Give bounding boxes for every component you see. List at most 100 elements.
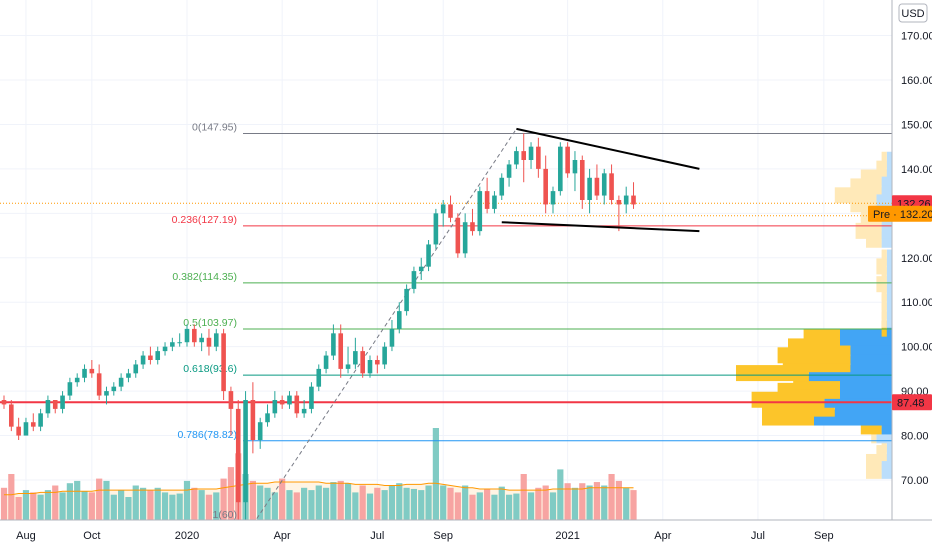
volume-bar[interactable]	[220, 478, 227, 520]
volume-bar[interactable]	[139, 487, 147, 520]
volume-bar[interactable]	[227, 467, 235, 520]
volume-bar[interactable]	[264, 487, 271, 520]
candle-body[interactable]	[367, 360, 373, 374]
volume-bar[interactable]	[257, 485, 264, 521]
volume-bar[interactable]	[476, 492, 483, 520]
volume-bar[interactable]	[22, 490, 30, 520]
volume-bar[interactable]	[37, 494, 44, 520]
volume-bar[interactable]	[630, 490, 637, 520]
candle-body[interactable]	[38, 413, 43, 427]
candle-body[interactable]	[316, 368, 322, 387]
candle-body[interactable]	[52, 400, 58, 409]
candle-body[interactable]	[470, 222, 475, 232]
candle-body[interactable]	[426, 244, 431, 267]
candle-body[interactable]	[294, 395, 300, 414]
candle-body[interactable]	[499, 177, 505, 196]
volume-bar[interactable]	[374, 487, 381, 520]
candle-body[interactable]	[287, 395, 292, 405]
volume-bar[interactable]	[337, 480, 344, 520]
volume-bar[interactable]	[74, 480, 81, 520]
candle-body[interactable]	[265, 413, 270, 423]
volume-bar[interactable]	[388, 485, 396, 521]
candle-body[interactable]	[67, 382, 73, 396]
candle-body[interactable]	[455, 217, 461, 254]
flag-trendline[interactable]	[501, 221, 700, 233]
volume-bar[interactable]	[125, 497, 132, 520]
candle-body[interactable]	[375, 360, 380, 365]
volume-bar[interactable]	[81, 491, 88, 520]
candle-body[interactable]	[23, 422, 29, 436]
candle-body[interactable]	[199, 337, 204, 343]
candle-body[interactable]	[170, 342, 175, 347]
candle-body[interactable]	[140, 355, 146, 365]
candle-body[interactable]	[396, 311, 402, 329]
candle-body[interactable]	[601, 173, 607, 196]
volume-bar[interactable]	[615, 480, 622, 520]
candle-body[interactable]	[477, 191, 483, 232]
candle-body[interactable]	[148, 355, 153, 360]
volume-bar[interactable]	[447, 487, 454, 520]
volume-bar[interactable]	[542, 485, 549, 521]
volume-bar[interactable]	[535, 487, 542, 520]
volume-bar[interactable]	[440, 485, 447, 521]
candle-body[interactable]	[433, 213, 439, 245]
candle-body[interactable]	[133, 364, 139, 374]
candle-body[interactable]	[206, 337, 212, 347]
volume-bar[interactable]	[322, 487, 330, 520]
candle-body[interactable]	[1, 400, 7, 405]
volume-bar[interactable]	[271, 492, 278, 520]
candle-body[interactable]	[528, 146, 534, 160]
candle-body[interactable]	[631, 195, 636, 205]
candle-body[interactable]	[587, 177, 592, 200]
volume-bar[interactable]	[586, 485, 593, 521]
candle-body[interactable]	[192, 328, 197, 343]
candle-body[interactable]	[353, 351, 358, 365]
volume-bar[interactable]	[30, 492, 37, 520]
volume-bar[interactable]	[359, 485, 366, 521]
volume-bar[interactable]	[484, 488, 491, 520]
candle-body[interactable]	[45, 400, 51, 414]
volume-bar[interactable]	[183, 480, 191, 520]
volume-bar[interactable]	[527, 492, 535, 520]
volume-bar[interactable]	[564, 483, 571, 520]
candle-body[interactable]	[484, 191, 490, 209]
volume-bar[interactable]	[198, 490, 205, 520]
volume-bar[interactable]	[293, 492, 300, 520]
candle-body[interactable]	[184, 328, 190, 343]
candle-body[interactable]	[389, 328, 395, 347]
candle-body[interactable]	[609, 173, 614, 200]
volume-bar[interactable]	[579, 483, 586, 520]
candle-body[interactable]	[411, 271, 417, 289]
volume-bar[interactable]	[491, 494, 498, 520]
candle-body[interactable]	[118, 377, 124, 387]
candle-body[interactable]	[301, 408, 307, 414]
volume-bar[interactable]	[352, 492, 359, 520]
candle-body[interactable]	[126, 373, 131, 378]
volume-bar[interactable]	[66, 483, 73, 520]
volume-bar[interactable]	[8, 474, 15, 520]
candle-body[interactable]	[309, 386, 314, 409]
candle-body[interactable]	[16, 426, 21, 436]
volume-bar[interactable]	[454, 492, 461, 520]
candle-body[interactable]	[272, 400, 278, 414]
candle-body[interactable]	[616, 200, 622, 205]
volume-bar[interactable]	[308, 490, 315, 520]
candle-body[interactable]	[404, 288, 409, 312]
candle-body[interactable]	[536, 146, 541, 169]
candle-body[interactable]	[550, 191, 556, 205]
volume-bar[interactable]	[425, 485, 432, 521]
volume-bar[interactable]	[462, 485, 469, 521]
volume-bar[interactable]	[381, 490, 388, 520]
candle-body[interactable]	[213, 333, 219, 347]
premarket-price-badge[interactable]	[868, 205, 932, 222]
candle-body[interactable]	[594, 177, 600, 196]
volume-bar[interactable]	[103, 480, 110, 520]
volume-bar[interactable]	[279, 478, 286, 520]
volume-bar[interactable]	[286, 490, 293, 520]
candle-body[interactable]	[448, 204, 453, 218]
volume-bar[interactable]	[513, 493, 520, 520]
volume-bar[interactable]	[571, 487, 579, 520]
volume-bar[interactable]	[557, 469, 564, 520]
candle-body[interactable]	[338, 333, 344, 369]
candle-body[interactable]	[521, 151, 527, 160]
